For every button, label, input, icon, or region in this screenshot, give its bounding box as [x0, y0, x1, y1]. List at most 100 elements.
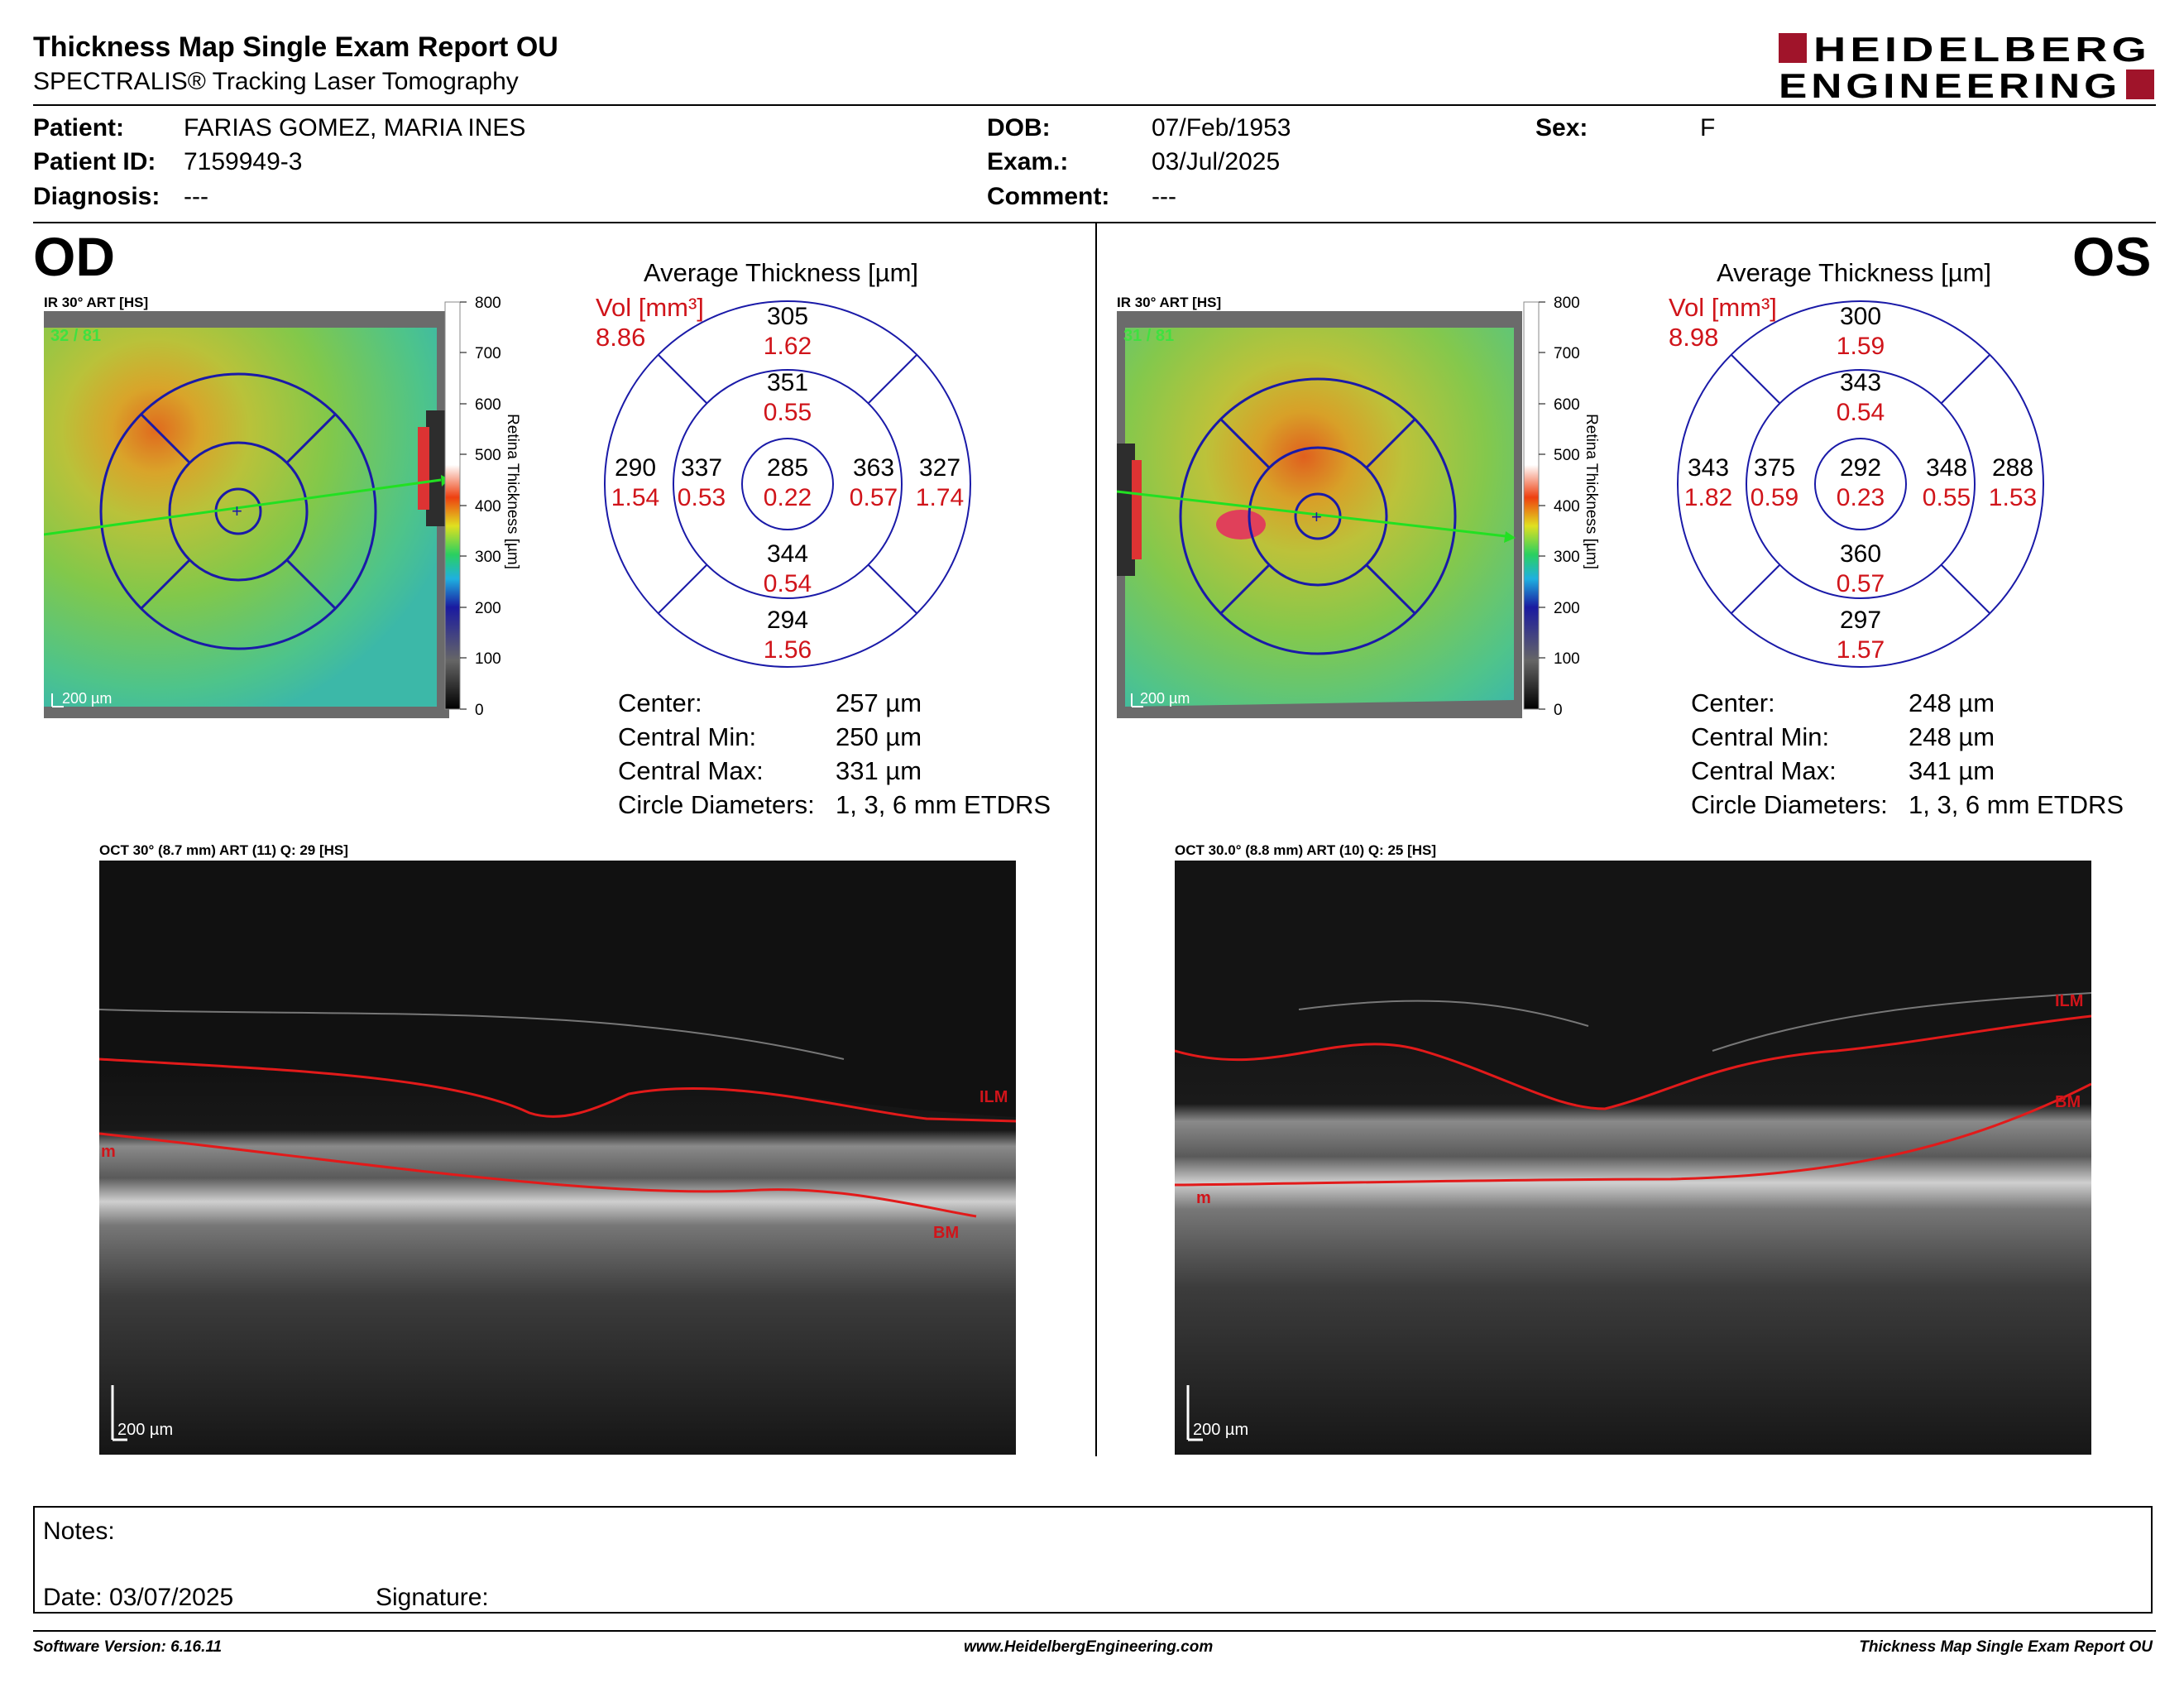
os-stat-value: 1, 3, 6 mm ETDRS — [1909, 790, 2124, 819]
od-cb-tick: 300 — [475, 549, 501, 566]
od-vol-label: Vol [mm³] — [596, 293, 704, 322]
od-stat-value: 331 µm — [836, 756, 922, 785]
od-cb-tick: 400 — [475, 498, 501, 516]
od-colorbar-ticks: 800 700 600 500 400 300 200 100 0 — [475, 295, 501, 716]
os-cb-tick: 400 — [1554, 498, 1580, 516]
software-version: Software Version: 6.16.11 — [33, 1638, 223, 1656]
od-cb-tick: 700 — [475, 345, 501, 362]
od-inner-nas-thk: 337 — [681, 454, 722, 482]
od-center-thk: 285 — [767, 454, 808, 482]
os-outer-sup-vol: 1.59 — [1837, 333, 1885, 360]
od-inner-sup-thk: 351 — [767, 369, 808, 396]
os-oct-scan: ILM BM m 200 µm — [1175, 861, 2091, 1455]
os-cb-tick: 700 — [1554, 345, 1580, 362]
date-label: Date: 03/07/2025 — [43, 1584, 234, 1611]
dob-label: DOB: — [987, 114, 1051, 141]
os-outer-tmp-vol: 1.53 — [1989, 484, 2037, 511]
exam-value: 03/Jul/2025 — [1152, 148, 1281, 175]
dob-value: 07/Feb/1953 — [1152, 114, 1291, 141]
od-stat-label: Central Max: — [618, 756, 764, 785]
os-cb-tick: 600 — [1554, 396, 1580, 414]
os-inner-tmp-vol: 0.55 — [1923, 484, 1971, 511]
os-colorbar-ticks: 800 700 600 500 400 300 200 100 0 — [1554, 295, 1580, 716]
od-outer-tmp-thk: 327 — [919, 454, 960, 482]
od-scale-bar: 200 µm — [62, 690, 112, 707]
os-etdrs-grid: 300 1.59 343 0.54 292 0.23 343 1.82 375 … — [1677, 300, 2044, 668]
os-stat-label: Center: — [1691, 688, 1775, 717]
od-cb-tick: 200 — [475, 600, 501, 617]
od-ilm-label: ILM — [979, 1088, 1008, 1106]
os-cb-tick: 300 — [1554, 549, 1580, 566]
os-outer-inf-vol: 1.57 — [1837, 636, 1885, 664]
od-avg-title: Average Thickness [µm] — [644, 258, 919, 287]
od-outer-sup-thk: 305 — [767, 303, 808, 330]
diagnosis-label: Diagnosis: — [33, 183, 160, 210]
od-etdrs-grid: 305 1.62 351 0.55 285 0.22 290 1.54 337 … — [604, 300, 971, 668]
od-eye-label: OD — [33, 226, 115, 287]
footer-report-title: Thickness Map Single Exam Report OU — [1859, 1638, 2153, 1656]
os-stat-label: Central Min: — [1691, 722, 1830, 751]
os-center-thk: 292 — [1840, 454, 1881, 482]
svg-text:+: + — [232, 501, 242, 521]
od-cb-tick: 600 — [475, 396, 501, 414]
exam-label: Exam.: — [987, 148, 1069, 175]
website-link[interactable]: www.HeidelbergEngineering.com — [964, 1638, 1214, 1656]
os-frame-count: 31 / 81 — [1123, 327, 1174, 345]
os-m-label: m — [1196, 1189, 1211, 1207]
od-colorbar: 800 700 600 500 400 300 200 100 0 Retina… — [444, 295, 521, 716]
os-stat-value: 248 µm — [1909, 722, 1995, 751]
od-stat-value: 1, 3, 6 mm ETDRS — [836, 790, 1051, 819]
od-oct-scale: 200 µm — [117, 1421, 173, 1439]
notes-label: Notes: — [43, 1518, 115, 1545]
os-outer-nas-vol: 1.82 — [1684, 484, 1732, 511]
od-frame-count: 32 / 81 — [50, 327, 101, 345]
os-inner-inf-vol: 0.57 — [1837, 570, 1885, 597]
od-outer-tmp-vol: 1.74 — [916, 484, 964, 511]
eye-divider — [1095, 223, 1097, 1456]
os-ir-label: IR 30° ART [HS] — [1117, 295, 1222, 310]
od-stat-label: Central Min: — [618, 722, 757, 751]
os-cb-tick: 500 — [1554, 447, 1580, 464]
od-stat-value: 250 µm — [836, 722, 922, 751]
od-stat-value: 257 µm — [836, 688, 922, 717]
os-eye-label: OS — [2072, 226, 2152, 287]
os-stat-label: Circle Diameters: — [1691, 790, 1888, 819]
od-cb-tick: 800 — [475, 295, 501, 312]
od-vol-total: 8.86 — [596, 323, 646, 352]
od-outer-inf-vol: 1.56 — [764, 636, 812, 664]
logo-line2: ENGINEERING — [1779, 66, 2121, 103]
od-m-label: m — [101, 1143, 116, 1161]
footer-divider — [33, 1630, 2156, 1632]
od-ir-label: IR 30° ART [HS] — [44, 295, 149, 310]
os-vol-label: Vol [mm³] — [1669, 293, 1777, 322]
os-cb-tick: 800 — [1554, 295, 1580, 312]
os-outer-sup-thk: 300 — [1840, 303, 1881, 330]
comment-value: --- — [1152, 183, 1176, 210]
heidelberg-logo: HEIDELBERG ENGINEERING — [1779, 30, 2154, 103]
od-outer-inf-thk: 294 — [767, 607, 808, 634]
logo-line1: HEIDELBERG — [1813, 30, 2151, 69]
od-inner-inf-vol: 0.54 — [764, 570, 812, 597]
os-cb-tick: 0 — [1554, 702, 1563, 716]
os-thickness-map: 31 / 81 + 200 µm — [1117, 311, 1522, 718]
os-outer-nas-thk: 343 — [1688, 454, 1729, 482]
os-stat-label: Central Max: — [1691, 756, 1837, 785]
od-inner-nas-vol: 0.53 — [678, 484, 726, 511]
od-cb-tick: 100 — [475, 650, 501, 668]
os-inner-sup-thk: 343 — [1840, 369, 1881, 396]
patient-divider — [33, 222, 2156, 223]
od-thickness-map: 32 / 81 + 200 µm — [44, 311, 449, 718]
os-stat-value: 248 µm — [1909, 688, 1995, 717]
od-colorbar-title: Retina Thickness [µm] — [504, 414, 521, 569]
os-oct-label: OCT 30.0° (8.8 mm) ART (10) Q: 25 [HS] — [1175, 842, 1437, 858]
comment-label: Comment: — [987, 183, 1110, 210]
os-bm-label: BM — [2055, 1093, 2081, 1111]
os-inner-tmp-thk: 348 — [1926, 454, 1967, 482]
os-outer-inf-thk: 297 — [1840, 607, 1881, 634]
signature-label: Signature: — [376, 1584, 489, 1611]
os-oct-scale: 200 µm — [1193, 1421, 1248, 1439]
od-inner-sup-vol: 0.55 — [764, 399, 812, 426]
notes-box: Notes: Date: 03/07/2025 Signature: — [33, 1506, 2153, 1614]
patient-id-label: Patient ID: — [33, 148, 156, 175]
report-title: Thickness Map Single Exam Report OU — [33, 31, 558, 63]
